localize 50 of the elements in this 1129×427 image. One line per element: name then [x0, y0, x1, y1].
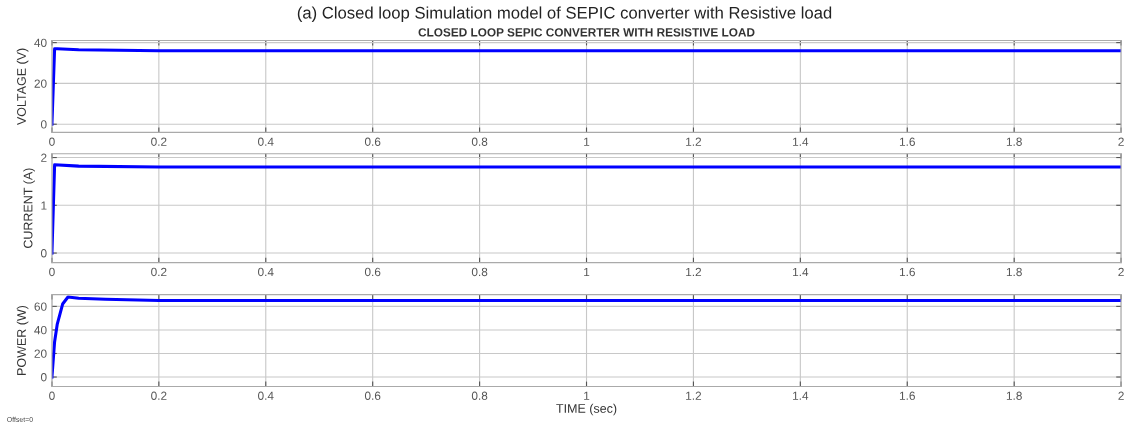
y-tick-label: 40 [34, 325, 47, 335]
x-tick-label: 1 [584, 267, 590, 277]
y-tick-label: 20 [34, 79, 47, 88]
x-tick-label: 0.8 [471, 137, 488, 146]
x-tick-label: 1.2 [686, 391, 702, 400]
y-tick-label: 1 [41, 201, 47, 210]
y-axis-title: VOLTAGE (V) [16, 48, 29, 126]
x-tick-label: 0.2 [151, 267, 167, 277]
x-tick-label: 1.4 [793, 391, 809, 400]
x-tick-label: 2 [1118, 391, 1124, 400]
y-tick-label: 40 [34, 38, 47, 47]
y-tick-label: 0 [40, 120, 47, 129]
x-tick-label: 1.4 [793, 267, 809, 277]
y-tick-label: 0 [40, 249, 47, 258]
x-tick-label: 2 [1118, 137, 1124, 146]
x-tick-label: 1.4 [793, 137, 809, 146]
x-tick-label: 0.4 [258, 391, 274, 400]
y-axis-title: POWER (W) [16, 305, 29, 375]
x-tick-label: 1 [584, 137, 590, 146]
y-tick-label: 20 [34, 349, 47, 358]
x-tick-label: 2 [1118, 267, 1124, 277]
x-tick-label: 1.8 [1006, 137, 1022, 146]
x-tick-label: 1.6 [899, 267, 915, 277]
x-tick-label: 1.2 [686, 267, 702, 277]
x-axis-title: TIME (sec) [556, 403, 617, 416]
x-tick-label: 1.6 [899, 137, 915, 146]
x-tick-label: 1.2 [686, 137, 702, 146]
x-tick-label: 1.6 [899, 391, 915, 400]
y-tick-label: 0 [40, 373, 47, 382]
x-tick-label: 0.2 [151, 137, 167, 146]
chart-title: (a) Closed loop Simulation model of SEPIC converter with Resistive load [297, 6, 832, 22]
x-tick-label: 0.8 [471, 267, 488, 277]
chart-subtitle: CLOSED LOOP SEPIC CONVERTER WITH RESISTIVE LOAD [418, 28, 755, 37]
y-tick-label: 60 [34, 302, 47, 311]
x-tick-label: 0.6 [364, 267, 381, 277]
x-tick-label: 0 [49, 391, 55, 400]
x-tick-label: 0 [49, 137, 55, 146]
line-series [51, 47, 1122, 126]
x-tick-label: 0.8 [471, 391, 488, 400]
x-tick-label: 0.6 [364, 137, 381, 146]
x-tick-label: 0 [49, 267, 55, 277]
x-tick-label: 0.4 [258, 267, 274, 277]
x-tick-label: 1.8 [1006, 267, 1022, 277]
x-tick-label: 1.8 [1006, 391, 1022, 400]
x-tick-label: 0.4 [258, 137, 274, 146]
x-tick-label: 1 [584, 391, 590, 400]
x-tick-label: 0.6 [364, 391, 381, 400]
y-axis-title: CURRENT (A) [23, 168, 35, 249]
y-tick-label: 2 [41, 153, 47, 162]
x-tick-label: 0.2 [151, 391, 167, 400]
